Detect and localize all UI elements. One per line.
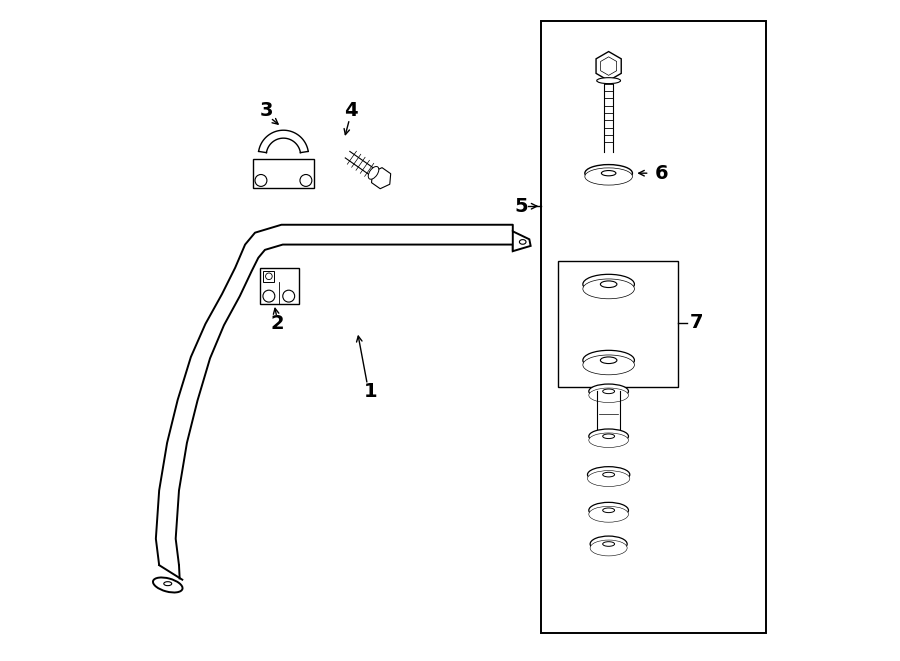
Ellipse shape [583, 355, 634, 375]
Text: 2: 2 [270, 315, 284, 333]
Ellipse shape [164, 582, 172, 586]
Text: 5: 5 [515, 197, 528, 215]
Ellipse shape [590, 540, 627, 556]
Circle shape [255, 175, 267, 186]
Ellipse shape [603, 434, 615, 439]
Circle shape [266, 273, 272, 280]
Ellipse shape [583, 350, 634, 370]
Bar [558, 261, 678, 387]
Ellipse shape [368, 167, 379, 179]
Ellipse shape [588, 471, 630, 486]
Text: 7: 7 [689, 313, 703, 332]
Polygon shape [513, 231, 531, 251]
Ellipse shape [588, 467, 630, 483]
Ellipse shape [519, 240, 526, 244]
Text: 6: 6 [655, 164, 669, 182]
Ellipse shape [583, 274, 634, 294]
Ellipse shape [603, 508, 615, 513]
Circle shape [263, 290, 274, 302]
Ellipse shape [600, 357, 617, 364]
Bar [253, 159, 314, 188]
Circle shape [283, 290, 294, 302]
Ellipse shape [589, 429, 628, 444]
Ellipse shape [585, 168, 633, 185]
Ellipse shape [601, 171, 616, 176]
Ellipse shape [589, 433, 628, 447]
Ellipse shape [590, 536, 627, 552]
Ellipse shape [583, 279, 634, 299]
Ellipse shape [603, 389, 615, 393]
Bar [541, 21, 766, 633]
Ellipse shape [589, 388, 628, 403]
Text: 3: 3 [259, 101, 273, 120]
Text: 4: 4 [344, 101, 357, 120]
Ellipse shape [589, 506, 628, 522]
Ellipse shape [585, 165, 633, 182]
Text: 1: 1 [364, 382, 377, 401]
Ellipse shape [589, 384, 628, 399]
Circle shape [300, 175, 312, 186]
Ellipse shape [153, 578, 183, 592]
Ellipse shape [589, 502, 628, 518]
Ellipse shape [600, 281, 617, 288]
Ellipse shape [603, 472, 615, 477]
Bar [259, 268, 300, 304]
Ellipse shape [603, 542, 615, 546]
Ellipse shape [597, 78, 620, 84]
